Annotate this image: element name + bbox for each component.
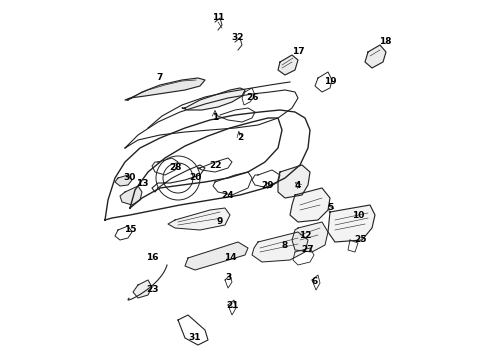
Text: 24: 24 <box>221 190 234 199</box>
Text: 14: 14 <box>224 253 236 262</box>
Polygon shape <box>115 175 132 186</box>
Polygon shape <box>278 165 310 198</box>
Text: 5: 5 <box>327 203 333 212</box>
Text: 6: 6 <box>312 278 318 287</box>
Text: 15: 15 <box>124 225 136 234</box>
Polygon shape <box>185 242 248 270</box>
Text: 7: 7 <box>157 73 163 82</box>
Text: 30: 30 <box>124 174 136 183</box>
Text: 3: 3 <box>225 274 231 283</box>
Text: 12: 12 <box>299 230 311 239</box>
Text: 1: 1 <box>212 113 218 122</box>
Text: 8: 8 <box>282 240 288 249</box>
Text: 17: 17 <box>292 48 304 57</box>
Polygon shape <box>168 208 230 230</box>
Text: 19: 19 <box>324 77 336 86</box>
Text: 31: 31 <box>189 333 201 342</box>
Text: 11: 11 <box>212 13 224 22</box>
Text: 28: 28 <box>169 163 181 172</box>
Text: 23: 23 <box>146 285 158 294</box>
Polygon shape <box>278 55 298 75</box>
Text: 25: 25 <box>354 235 366 244</box>
Text: 22: 22 <box>209 161 221 170</box>
Polygon shape <box>365 45 386 68</box>
Polygon shape <box>182 88 245 110</box>
Text: 26: 26 <box>246 94 258 103</box>
Polygon shape <box>292 222 328 252</box>
Text: 20: 20 <box>189 174 201 183</box>
Text: 29: 29 <box>262 180 274 189</box>
Polygon shape <box>290 188 330 222</box>
Polygon shape <box>125 78 205 100</box>
Text: 10: 10 <box>352 211 364 220</box>
Text: 2: 2 <box>237 134 243 143</box>
Text: 13: 13 <box>136 179 148 188</box>
Text: 16: 16 <box>146 253 158 262</box>
Polygon shape <box>133 280 152 298</box>
Polygon shape <box>252 232 308 262</box>
Polygon shape <box>120 186 142 205</box>
Text: 9: 9 <box>217 217 223 226</box>
Text: 27: 27 <box>302 246 314 255</box>
Text: 4: 4 <box>295 180 301 189</box>
Polygon shape <box>328 205 375 242</box>
Text: 18: 18 <box>379 37 391 46</box>
Text: 21: 21 <box>226 301 238 310</box>
Text: 32: 32 <box>232 33 244 42</box>
